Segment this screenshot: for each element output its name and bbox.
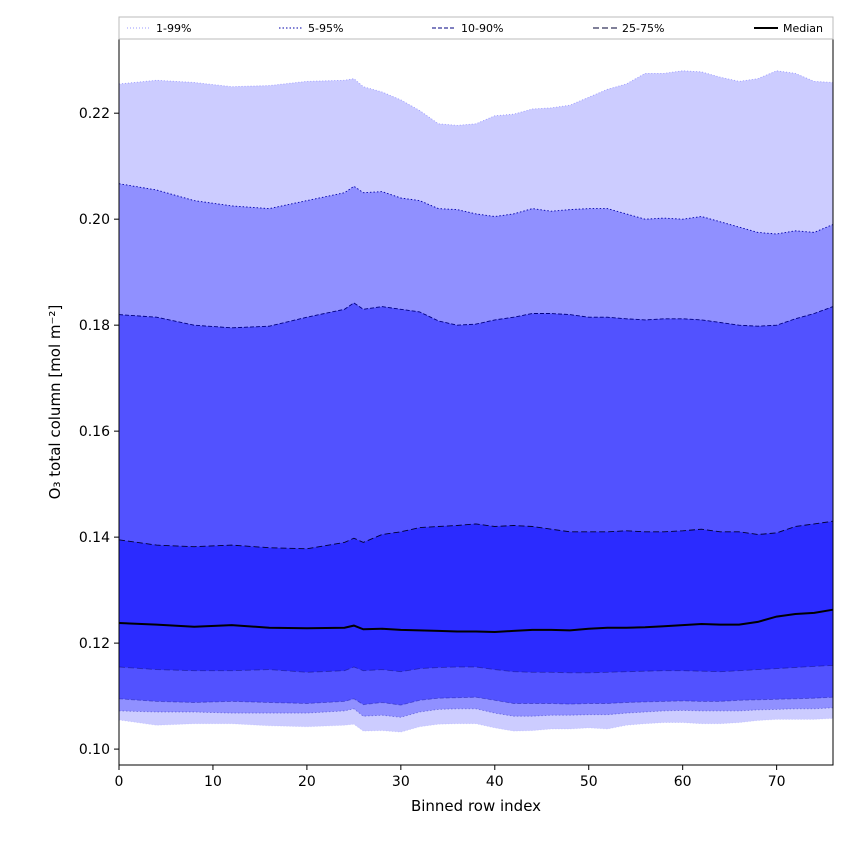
y-tick-label: 0.10 bbox=[79, 742, 110, 758]
band-upper-line-2 bbox=[118, 302, 834, 329]
legend-label: 1-99% bbox=[156, 22, 191, 35]
band-lower-line-3 bbox=[118, 664, 834, 674]
x-tick-label: 10 bbox=[204, 774, 222, 790]
band-upper-line-1 bbox=[118, 183, 834, 235]
x-tick-label: 0 bbox=[115, 774, 124, 790]
percentile-bands bbox=[118, 70, 834, 733]
x-tick-label: 30 bbox=[392, 774, 410, 790]
legend-frame bbox=[118, 16, 834, 40]
band-fill-3 bbox=[119, 521, 833, 673]
y-tick-label: 0.12 bbox=[79, 636, 110, 652]
band-lower-line-1 bbox=[118, 707, 834, 718]
x-axis-ticks: 0 10 20 30 40 50 60 70 bbox=[115, 765, 786, 790]
legend: 1-99% 5-95% 10-90% 25-75% Median bbox=[118, 16, 834, 40]
y-tick-label: 0.14 bbox=[79, 530, 110, 546]
x-tick-label: 50 bbox=[580, 774, 598, 790]
legend-label: 25-75% bbox=[622, 22, 664, 35]
median-series bbox=[118, 608, 834, 634]
x-axis-label: Binned row index bbox=[411, 797, 541, 815]
band-lower-line-0 bbox=[118, 717, 834, 733]
y-axis-label: O₃ total column [mol m⁻²] bbox=[46, 305, 64, 500]
x-tick-label: 40 bbox=[486, 774, 504, 790]
y-tick-label: 0.18 bbox=[79, 318, 110, 334]
y-tick-label: 0.16 bbox=[79, 424, 110, 440]
legend-label: Median bbox=[783, 22, 823, 35]
legend-label: 5-95% bbox=[308, 22, 343, 35]
band-upper-line-0 bbox=[118, 70, 834, 126]
legend-label: 10-90% bbox=[461, 22, 503, 35]
y-axis-ticks: 0.10 0.12 0.14 0.16 0.18 0.20 0.22 bbox=[79, 106, 119, 758]
x-tick-label: 60 bbox=[674, 774, 692, 790]
x-tick-label: 20 bbox=[298, 774, 316, 790]
y-tick-label: 0.20 bbox=[79, 212, 110, 228]
median-line bbox=[118, 608, 834, 634]
x-tick-label: 70 bbox=[768, 774, 786, 790]
band-lower-line-2 bbox=[118, 696, 834, 706]
band-upper-line-3 bbox=[118, 520, 834, 550]
y-tick-label: 0.22 bbox=[79, 106, 110, 122]
